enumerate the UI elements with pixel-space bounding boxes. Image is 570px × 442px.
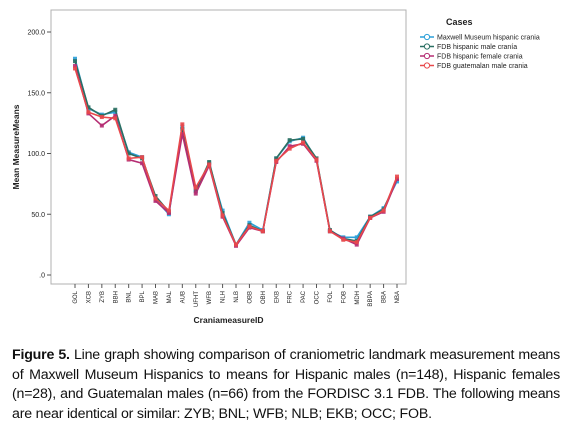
x-tick-label: FOL xyxy=(328,290,334,302)
data-point xyxy=(220,213,225,218)
x-tick-label: AUB xyxy=(180,291,186,303)
data-point xyxy=(274,156,279,161)
data-point xyxy=(247,220,252,225)
data-point xyxy=(234,242,238,247)
legend-swatch-marker xyxy=(423,33,431,41)
data-point xyxy=(86,110,91,115)
x-tick-label: OBH xyxy=(261,291,267,304)
data-point xyxy=(86,105,91,110)
data-point xyxy=(354,235,359,240)
data-point xyxy=(126,151,131,156)
y-tick-label: 200.0 xyxy=(27,30,45,37)
data-point xyxy=(381,208,386,213)
legend-swatch-marker xyxy=(423,62,431,69)
x-tick-label: BBH xyxy=(113,291,119,303)
data-point xyxy=(166,211,171,216)
data-point xyxy=(193,191,198,196)
data-point xyxy=(153,198,158,203)
plot-frame xyxy=(50,9,407,285)
data-point xyxy=(180,122,185,127)
x-tick-label: NLB xyxy=(234,291,240,303)
figure-label: Figure 5. xyxy=(12,347,70,363)
data-point xyxy=(287,146,292,151)
data-point xyxy=(113,107,118,112)
data-point xyxy=(99,123,104,128)
x-tick-label: MAB xyxy=(154,291,160,304)
data-point xyxy=(395,177,399,182)
legend-entry-label: FDB hispanic male cranía xyxy=(437,44,517,51)
x-tick-label: ZYB xyxy=(100,291,106,303)
x-tick-label: OBB xyxy=(247,291,253,304)
data-point xyxy=(193,185,198,190)
caption-text: Line graph showing comparison of craniom… xyxy=(12,347,560,422)
x-tick-label: MAL xyxy=(167,290,173,303)
legend-swatch-marker xyxy=(423,43,431,50)
data-point xyxy=(207,160,212,165)
x-tick-label: XCB xyxy=(86,291,92,303)
x-tick-label: FRC xyxy=(288,290,294,303)
data-point xyxy=(287,138,292,143)
data-point xyxy=(368,215,373,220)
x-tick-label: OCC xyxy=(315,290,321,304)
data-point xyxy=(140,161,145,166)
data-point xyxy=(314,157,319,162)
legend-title: Cases xyxy=(446,17,473,27)
x-tick-label: FOB xyxy=(341,291,347,303)
chart-container: .0 50.0 100.0 150.0 200.0 Mean MeasureMeans GO… xyxy=(11,9,540,325)
data-point xyxy=(73,66,77,71)
data-point xyxy=(73,56,77,61)
figure-caption: Figure 5. Line graph showing comparison … xyxy=(12,346,560,424)
data-point xyxy=(301,140,306,145)
data-point xyxy=(287,144,292,149)
x-tick-label: GOL xyxy=(73,290,79,303)
data-point xyxy=(140,155,145,160)
data-point xyxy=(354,242,359,247)
x-tick-label: EKB xyxy=(274,291,280,303)
y-tick-label: 100.0 xyxy=(27,151,45,158)
x-tick-label: WFB xyxy=(207,291,213,304)
data-point xyxy=(274,158,279,163)
data-point xyxy=(166,208,171,213)
legend-swatch-marker xyxy=(423,52,431,60)
y-tick-label: 50.0 xyxy=(31,212,45,219)
data-point xyxy=(113,116,118,121)
data-point xyxy=(113,113,118,118)
data-point xyxy=(247,224,252,229)
data-point xyxy=(153,196,158,201)
data-point xyxy=(73,59,77,64)
data-point xyxy=(207,162,212,167)
x-tick-label: NBA xyxy=(395,291,401,303)
x-tick-label: PAC xyxy=(301,290,307,303)
legend-entry-label: FDB hispanic female crania xyxy=(437,54,523,61)
x-tick-label: NLH xyxy=(221,291,227,303)
legend-entry-label: FDB guatemalan male crania xyxy=(437,63,528,70)
line-chart: .0 50.0 100.0 150.0 200.0 Mean MeasureMeans GO… xyxy=(11,9,540,325)
x-tick-label: BPL xyxy=(140,290,146,302)
data-point xyxy=(180,132,185,137)
y-axis-title: Mean MeasureMeans xyxy=(11,104,21,189)
y-tick-label: 150.0 xyxy=(27,90,45,97)
x-tick-label: BNL xyxy=(127,290,133,302)
data-point xyxy=(126,156,131,161)
data-point xyxy=(341,237,346,242)
data-point xyxy=(327,229,332,234)
x-tick-label: BBA xyxy=(382,291,388,303)
data-point xyxy=(73,64,77,69)
x-tick-label: MDH xyxy=(355,291,361,305)
data-point xyxy=(260,229,265,234)
x-tick-label: BBPA xyxy=(368,291,374,307)
data-point xyxy=(301,136,306,141)
data-point xyxy=(99,115,104,120)
x-axis-title: CraniameasureID xyxy=(194,315,264,325)
legend-entry-label: Maxwell Museum hispanic crania xyxy=(437,35,540,42)
y-tick-label: .0 xyxy=(39,273,45,280)
data-point xyxy=(395,174,399,179)
data-point xyxy=(354,240,359,245)
x-tick-label: UFHT xyxy=(194,291,200,307)
data-point xyxy=(395,179,399,184)
